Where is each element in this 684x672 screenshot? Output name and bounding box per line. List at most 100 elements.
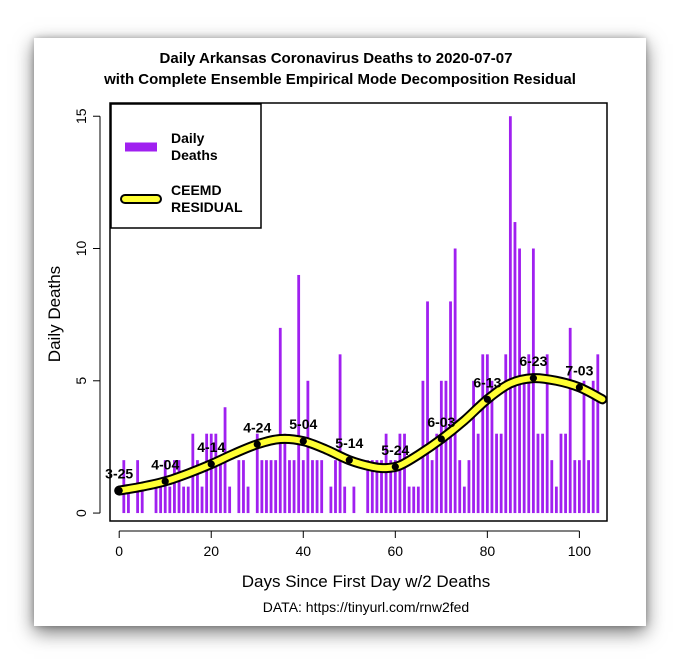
daily-death-bar	[527, 354, 531, 514]
daily-death-bar	[587, 460, 590, 514]
daily-death-bar	[591, 380, 595, 514]
daily-death-bar	[177, 460, 181, 514]
daily-death-bar	[214, 433, 218, 514]
daily-death-bar	[274, 460, 278, 514]
daily-death-bar	[366, 460, 370, 514]
bar-series	[122, 116, 600, 514]
daily-death-bar	[472, 380, 475, 514]
y-tick-label: 15	[73, 108, 89, 124]
x-tick-label: 60	[388, 543, 404, 559]
daily-death-bar	[329, 486, 333, 514]
date-marker-label: 6-03	[427, 414, 455, 430]
date-marker-point	[437, 435, 445, 443]
daily-death-bar	[301, 460, 305, 514]
daily-death-bar	[370, 460, 374, 514]
data-source: DATA: https://tinyurl.com/rnw2fed	[263, 599, 469, 615]
date-markers: 3-25 4-04 4-14 4-24 5-04 5-14 5-24 6-03 6-13 6-23…	[105, 353, 594, 495]
daily-death-bar	[278, 327, 282, 514]
legend-bar-label-2: Deaths	[171, 147, 218, 163]
daily-death-bar	[462, 486, 466, 514]
daily-death-bar	[559, 433, 563, 514]
daily-death-bar	[311, 460, 314, 514]
date-marker-label: 5-04	[289, 416, 317, 432]
x-tick-label: 100	[568, 543, 592, 559]
daily-death-bar	[545, 354, 549, 514]
daily-death-bar	[334, 460, 337, 514]
daily-death-bar	[127, 486, 130, 514]
daily-death-bar	[315, 460, 319, 514]
daily-death-bar	[292, 460, 296, 514]
y-tick-label: 10	[73, 241, 89, 257]
daily-death-bar	[564, 433, 567, 514]
daily-death-bar	[375, 460, 379, 514]
daily-death-bar	[541, 433, 544, 514]
date-marker-point	[299, 437, 307, 445]
daily-death-bar	[444, 380, 448, 514]
daily-death-bar	[260, 460, 264, 514]
daily-death-bar	[338, 354, 342, 514]
date-marker-label: 4-24	[243, 419, 271, 435]
daily-death-bar	[577, 460, 581, 514]
daily-death-bar	[283, 433, 287, 514]
daily-death-bar	[481, 354, 485, 514]
daily-death-bar	[490, 380, 494, 514]
daily-death-bar	[242, 460, 245, 514]
daily-death-bar	[154, 486, 158, 514]
daily-death-bar	[219, 460, 222, 514]
x-tick-label: 80	[480, 543, 496, 559]
date-marker-label: 3-25	[105, 466, 133, 482]
daily-death-bar	[536, 433, 540, 514]
daily-death-bar	[209, 433, 213, 514]
daily-death-bar	[205, 433, 209, 514]
y-axis: 0 5 10 15	[73, 108, 101, 517]
legend-bar-label-1: Daily	[171, 130, 205, 146]
x-tick-label: 20	[203, 543, 219, 559]
chart-card: Daily Arkansas Coronavirus Deaths to 202…	[34, 38, 646, 626]
legend: Daily Deaths CEEMD RESIDUAL	[110, 103, 262, 229]
daily-death-bar	[596, 354, 600, 514]
y-tick-label: 0	[73, 509, 89, 517]
date-marker-point	[115, 486, 123, 495]
y-axis-label: Daily Deaths	[45, 266, 64, 362]
daily-death-bar	[320, 460, 324, 514]
daily-death-bar	[495, 433, 498, 514]
daily-death-bar	[288, 460, 291, 514]
daily-death-bar	[246, 486, 250, 514]
daily-death-bar	[343, 486, 347, 514]
daily-death-bar	[200, 486, 204, 514]
daily-death-bar	[467, 460, 471, 514]
legend-box	[110, 103, 262, 229]
date-marker-point	[345, 456, 353, 464]
date-marker-point	[483, 395, 491, 403]
daily-death-bar	[582, 380, 586, 514]
y-tick-label: 5	[73, 377, 89, 385]
daily-death-bar	[439, 380, 443, 514]
daily-death-bar	[458, 460, 462, 514]
date-marker-point	[575, 383, 583, 391]
daily-death-bar	[380, 460, 383, 514]
date-marker-point	[391, 463, 399, 471]
daily-death-bar	[297, 274, 301, 514]
daily-death-bar	[196, 460, 199, 514]
date-marker-point	[253, 440, 261, 448]
date-marker-label: 6-13	[473, 374, 501, 390]
daily-death-bar	[389, 460, 393, 514]
date-marker-label: 4-14	[197, 439, 225, 455]
chart-title: Daily Arkansas Coronavirus Deaths to 202…	[160, 50, 513, 67]
x-axis-label: Days Since First Day w/2 Deaths	[242, 572, 490, 591]
daily-death-bar	[407, 486, 411, 514]
daily-death-bar	[182, 486, 186, 514]
plot-frame	[109, 102, 608, 522]
date-marker-label: 4-04	[151, 456, 179, 472]
daily-death-bar	[269, 460, 273, 514]
chart-subtitle: with Complete Ensemble Empirical Mode De…	[103, 71, 576, 88]
residual-line	[116, 375, 606, 494]
date-marker-label: 5-24	[381, 442, 409, 458]
daily-death-bar	[508, 116, 512, 514]
daily-death-bar	[186, 486, 190, 514]
daily-death-bar	[416, 486, 420, 514]
date-marker-label: 6-23	[519, 353, 547, 369]
daily-death-bar	[163, 460, 167, 514]
chart-svg: Daily Arkansas Coronavirus Deaths to 202…	[45, 50, 608, 615]
daily-death-bar	[485, 354, 489, 514]
